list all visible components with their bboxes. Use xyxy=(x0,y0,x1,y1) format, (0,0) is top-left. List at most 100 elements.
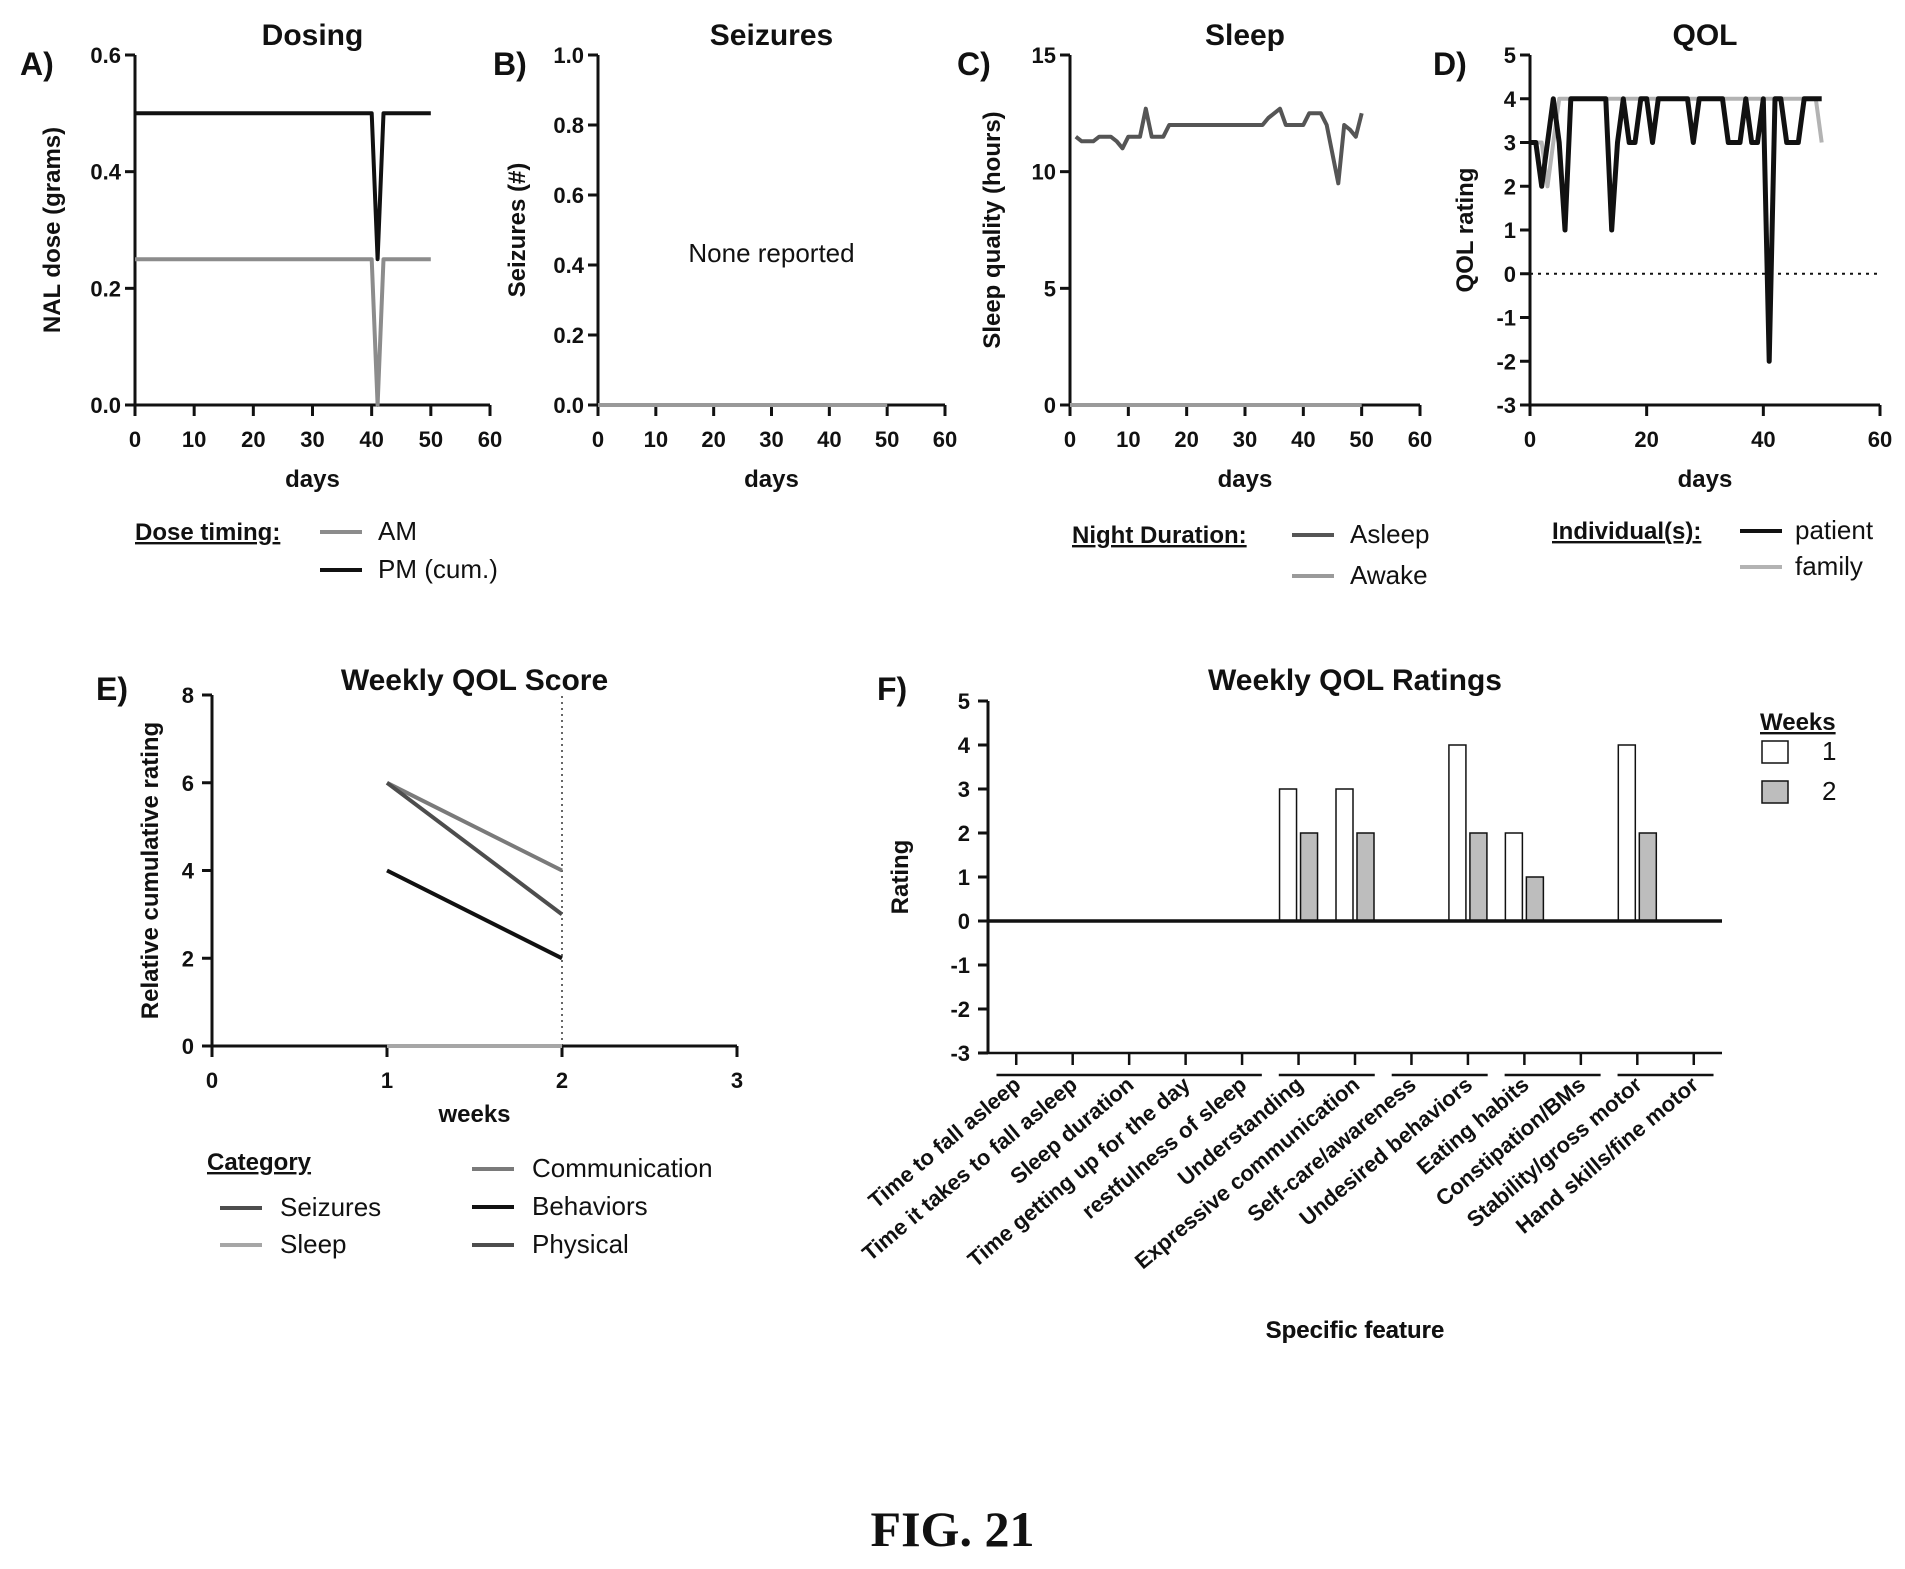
legend-swatch xyxy=(1761,740,1789,764)
y-tick-label: 0 xyxy=(958,909,970,934)
x-tick-label: 40 xyxy=(359,427,383,452)
x-tick-label: 30 xyxy=(300,427,324,452)
chart-panel-a: 0.0 0.2 0.4 0.6 0 10 20 30 40 50 60 A) Dosing NAL dos… xyxy=(20,19,502,584)
x-tick-label: 10 xyxy=(644,427,668,452)
bar-week-2 xyxy=(1469,832,1488,922)
y-tick-label: 0 xyxy=(182,1034,194,1059)
series-line-behaviors xyxy=(386,868,563,961)
y-tick-label: 0 xyxy=(1504,262,1516,287)
panel-label: E) xyxy=(96,671,128,707)
x-axis-label: days xyxy=(285,466,340,493)
y-tick-label: -2 xyxy=(950,997,970,1022)
x-tick-label: 0 xyxy=(129,427,141,452)
bar-week-1 xyxy=(1448,744,1467,922)
y-tick-label: 2 xyxy=(182,946,194,971)
x-axis-label: days xyxy=(1218,466,1273,493)
panel-label: D) xyxy=(1433,46,1467,82)
bar-week-1 xyxy=(1335,788,1354,922)
chart-title: Seizures xyxy=(710,19,833,52)
y-axis-label: Seizures (#) xyxy=(504,163,531,298)
x-tick-label: 0 xyxy=(592,427,604,452)
x-tick-label: 60 xyxy=(1868,427,1892,452)
chart-title: Weekly QOL Ratings xyxy=(1208,664,1502,697)
panel-label: A) xyxy=(20,46,54,82)
y-tick-label: 4 xyxy=(1504,87,1517,112)
chart-title: Sleep xyxy=(1205,19,1285,52)
y-tick-label: -1 xyxy=(1496,306,1516,331)
x-tick-label: 60 xyxy=(478,427,502,452)
y-tick-label: 2 xyxy=(958,821,970,846)
x-tick-label: 50 xyxy=(1349,427,1373,452)
legend-entry: patient xyxy=(1795,515,1874,545)
y-tick-label: 0.6 xyxy=(553,183,584,208)
x-tick-label: 1 xyxy=(381,1068,393,1093)
y-tick-label: -2 xyxy=(1496,349,1516,374)
y-tick-label: 1 xyxy=(958,865,970,890)
x-tick-label: 50 xyxy=(875,427,899,452)
y-tick-label: 8 xyxy=(182,683,194,708)
y-tick-label: 5 xyxy=(958,689,970,714)
x-tick-label: 10 xyxy=(182,427,206,452)
legend-title: Weeks xyxy=(1760,709,1836,736)
panel-label: B) xyxy=(493,46,527,82)
bar-week-2 xyxy=(1638,832,1658,922)
x-tick-label: 20 xyxy=(1174,427,1198,452)
x-tick-label: 0 xyxy=(1524,427,1536,452)
x-tick-label: 50 xyxy=(419,427,443,452)
y-tick-label: 3 xyxy=(958,777,970,802)
x-axis-label: days xyxy=(744,466,799,493)
legend-title: Night Duration: xyxy=(1072,522,1247,549)
y-tick-label: -3 xyxy=(1496,393,1516,418)
y-tick-label: 3 xyxy=(1504,131,1516,156)
legend-entry: family xyxy=(1795,551,1863,581)
y-axis-label: Relative cumulative rating xyxy=(137,722,164,1019)
legend-swatch xyxy=(1761,780,1789,804)
x-tick-label: 40 xyxy=(1751,427,1775,452)
x-tick-label: 40 xyxy=(817,427,841,452)
y-tick-label: 0.0 xyxy=(553,393,584,418)
y-tick-label: 5 xyxy=(1504,43,1516,68)
y-tick-label: 10 xyxy=(1032,160,1056,185)
legend-entry: Awake xyxy=(1350,560,1428,590)
chart-panel-d: -3 -2 -1 0 1 2 3 4 5 0 20 40 60 D) QOL QOL rating days In… xyxy=(1433,19,1892,581)
x-tick-label: 20 xyxy=(1634,427,1658,452)
y-tick-label: 0.2 xyxy=(90,276,121,301)
y-tick-label: 4 xyxy=(958,733,971,758)
x-tick-label: 2 xyxy=(556,1068,568,1093)
bar-week-2 xyxy=(1525,876,1545,922)
y-tick-label: -3 xyxy=(950,1041,970,1066)
x-tick-label: 60 xyxy=(1408,427,1432,452)
y-tick-label: 1.0 xyxy=(553,43,584,68)
series-line-physical xyxy=(385,781,564,916)
x-axis-label: Specific feature xyxy=(1266,1317,1445,1344)
panel-label: F) xyxy=(877,671,907,707)
legend-title: Dose timing: xyxy=(135,519,280,546)
bar-week-1 xyxy=(1504,832,1524,922)
y-axis-label: NAL dose (grams) xyxy=(39,127,66,333)
x-axis-label: weeks xyxy=(437,1101,510,1128)
legend-entry: Sleep xyxy=(280,1229,347,1259)
chart-title: Dosing xyxy=(262,19,364,52)
legend-entry: Seizures xyxy=(280,1192,381,1222)
y-axis-label: Sleep quality (hours) xyxy=(979,111,1006,348)
bar-week-2 xyxy=(1356,832,1375,922)
series-line-patient xyxy=(1530,96,1822,364)
x-tick-label: 30 xyxy=(1233,427,1257,452)
y-tick-label: 0 xyxy=(1044,393,1056,418)
x-tick-label: 20 xyxy=(701,427,725,452)
legend-entry: Behaviors xyxy=(532,1191,648,1221)
legend-entry: 2 xyxy=(1822,776,1836,806)
x-tick-label: 60 xyxy=(933,427,957,452)
legend-entry: Communication xyxy=(532,1153,713,1183)
series-line-communication xyxy=(386,781,563,873)
annotation-text: None reported xyxy=(688,238,854,268)
bar-week-2 xyxy=(1299,832,1319,922)
series-line-am xyxy=(135,257,431,407)
series-line-pm-cum xyxy=(135,111,431,262)
y-axis-label: Rating xyxy=(887,840,914,915)
series-line-asleep xyxy=(1074,106,1364,186)
x-tick-label: 0 xyxy=(1064,427,1076,452)
chart-panel-c: 0 5 10 15 0 10 20 30 40 50 60 C) Sleep Sleep quality … xyxy=(957,19,1432,590)
legend-entry: PM (cum.) xyxy=(378,554,498,584)
y-tick-label: -1 xyxy=(950,953,970,978)
